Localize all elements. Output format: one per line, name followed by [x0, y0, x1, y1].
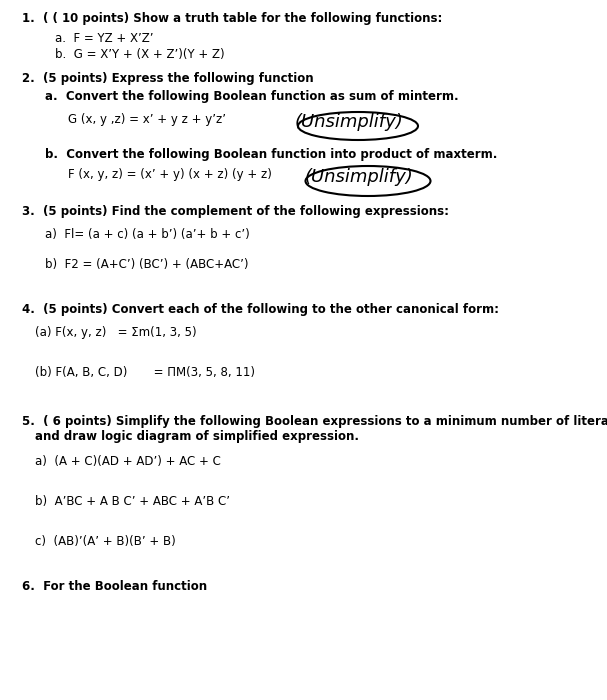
Text: (a) F(x, y, z)   = Σm(1, 3, 5): (a) F(x, y, z) = Σm(1, 3, 5): [35, 326, 197, 339]
Text: b)  F2 = (A+C’) (BC’) + (ABC+AC’): b) F2 = (A+C’) (BC’) + (ABC+AC’): [45, 258, 248, 271]
Text: a.  Convert the following Boolean function as sum of minterm.: a. Convert the following Boolean functio…: [45, 90, 459, 103]
Text: 6.  For the Boolean function: 6. For the Boolean function: [22, 580, 207, 593]
Text: (Unsimplify): (Unsimplify): [305, 168, 414, 186]
Text: a.  F = YZ + X’Z’: a. F = YZ + X’Z’: [55, 32, 154, 45]
Text: G (x, y ,z) = x’ + y z + y’z’: G (x, y ,z) = x’ + y z + y’z’: [68, 113, 230, 126]
Text: 4.  (5 points) Convert each of the following to the other canonical form:: 4. (5 points) Convert each of the follow…: [22, 303, 499, 316]
Text: b.  Convert the following Boolean function into product of maxterm.: b. Convert the following Boolean functio…: [45, 148, 497, 161]
Text: and draw logic diagram of simplified expression.: and draw logic diagram of simplified exp…: [35, 430, 359, 443]
Text: (b) F(A, B, C, D)       = ΠM(3, 5, 8, 11): (b) F(A, B, C, D) = ΠM(3, 5, 8, 11): [35, 366, 255, 379]
Text: a)  Fl= (a + c) (a + b’) (a’+ b + c’): a) Fl= (a + c) (a + b’) (a’+ b + c’): [45, 228, 249, 241]
Text: F (x, y, z) = (x’ + y) (x + z) (y + z): F (x, y, z) = (x’ + y) (x + z) (y + z): [68, 168, 276, 181]
Text: b)  A’BC + A B C’ + ABC + A’B C’: b) A’BC + A B C’ + ABC + A’B C’: [35, 495, 230, 508]
Text: 3.  (5 points) Find the complement of the following expressions:: 3. (5 points) Find the complement of the…: [22, 205, 449, 218]
Text: b.  G = X’Y + (X + Z’)(Y + Z): b. G = X’Y + (X + Z’)(Y + Z): [55, 48, 225, 61]
Text: 1.  ( ( 10 points) Show a truth table for the following functions:: 1. ( ( 10 points) Show a truth table for…: [22, 12, 443, 25]
Text: c)  (AB)’(A’ + B)(B’ + B): c) (AB)’(A’ + B)(B’ + B): [35, 535, 176, 548]
Text: (Unsimplify): (Unsimplify): [295, 113, 404, 131]
Text: 5.  ( 6 points) Simplify the following Boolean expressions to a minimum number o: 5. ( 6 points) Simplify the following Bo…: [22, 415, 607, 428]
Text: a)  (A + C)(AD + AD’) + AC + C: a) (A + C)(AD + AD’) + AC + C: [35, 455, 221, 468]
Text: 2.  (5 points) Express the following function: 2. (5 points) Express the following func…: [22, 72, 314, 85]
